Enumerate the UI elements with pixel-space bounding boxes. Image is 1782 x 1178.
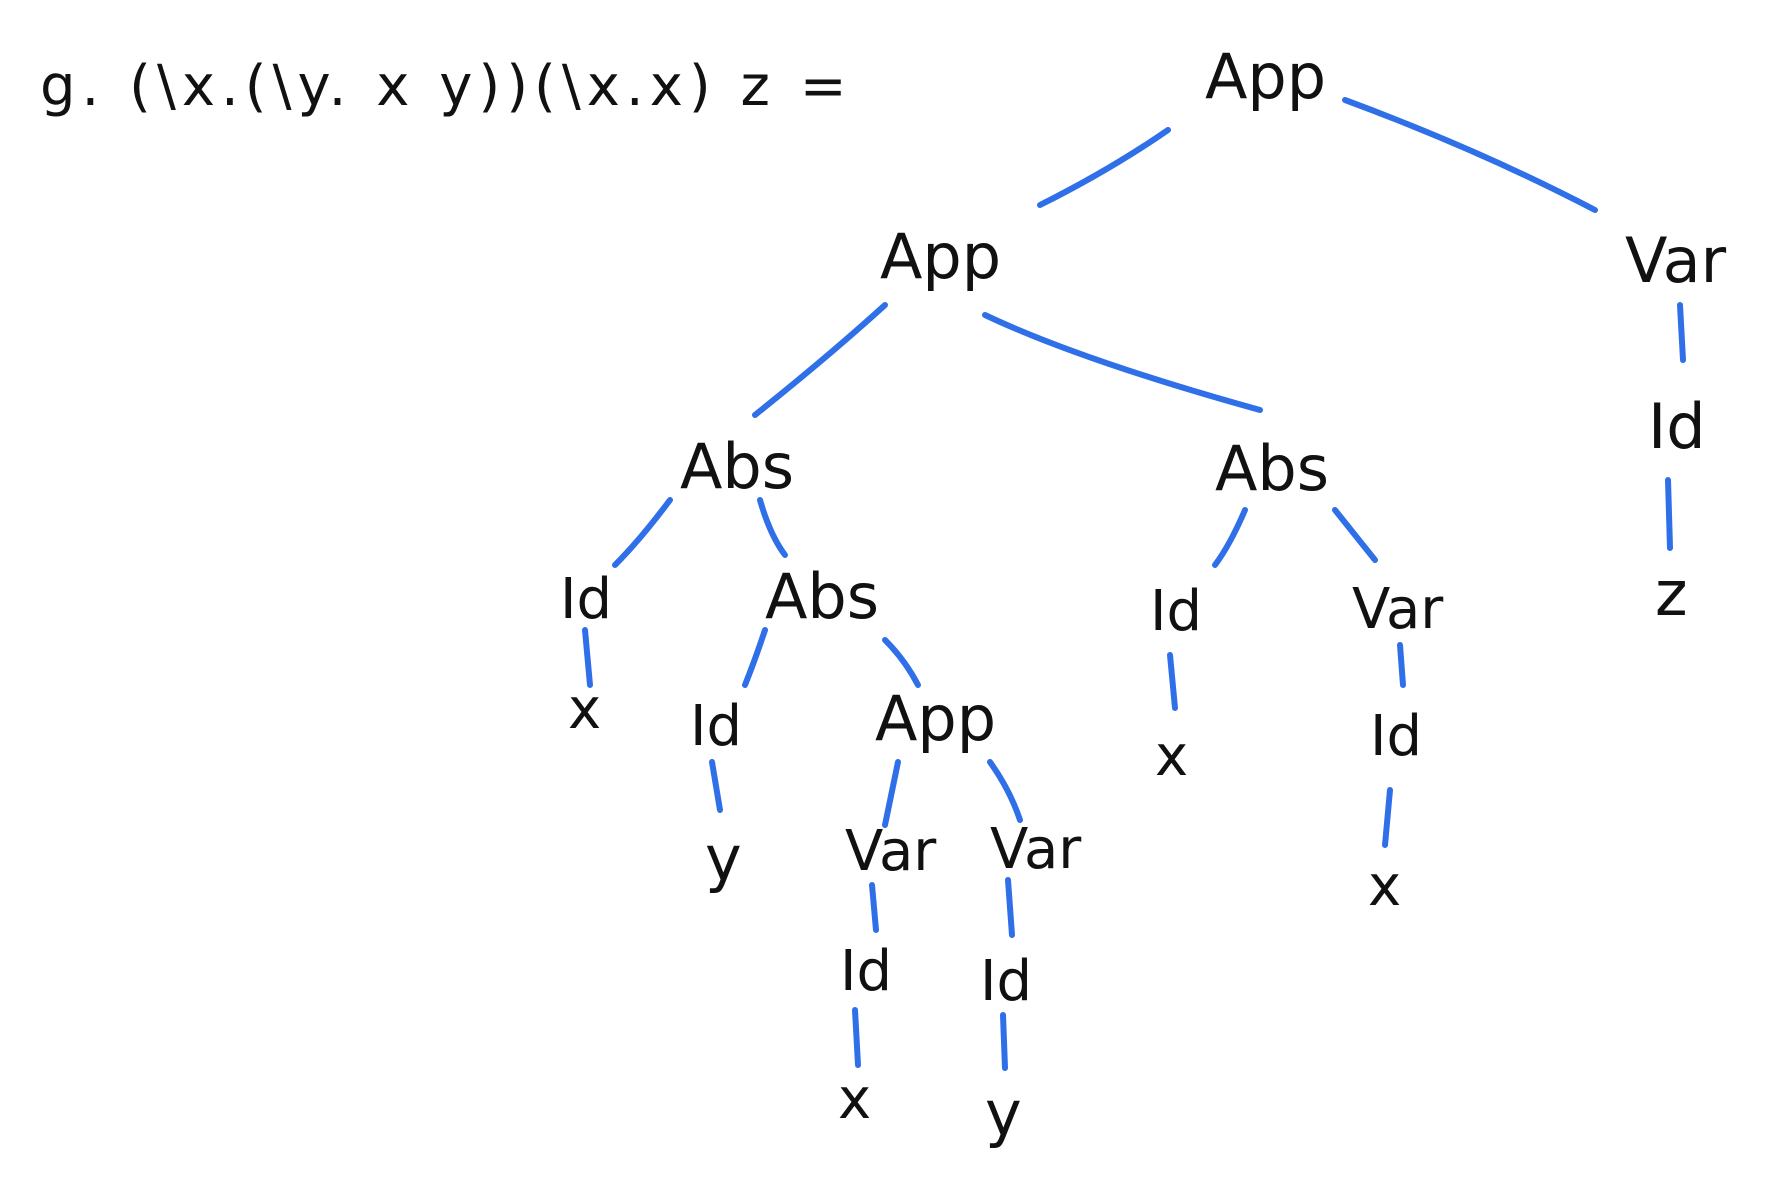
node-abs2-id: Id [690,694,742,759]
edge-abs3var-id [1397,642,1406,688]
edge-app-var2 [987,759,1023,823]
edge-id1-x [852,1007,861,1068]
node-right-var: Var [1625,224,1727,297]
node-abs3-var: Var [1352,577,1444,642]
tree-nodes: App App Var Id z Abs Id x Abs Id y App V… [560,40,1727,1150]
node-abs3-var-x: x [1368,854,1401,919]
node-inner-app: App [875,682,996,755]
node-abs1-x: x [568,677,601,742]
edge-var1-id [869,882,879,933]
node-inner-y: y [985,1077,1022,1150]
node-abs3-x: x [1155,724,1188,789]
edge-root-var [1342,97,1598,213]
edge-abs2-id [742,627,768,688]
node-abs3-id: Id [1150,579,1202,644]
node-right-id: Id [1648,390,1706,463]
edge-app-var1 [882,759,901,828]
node-right-z: z [1655,557,1688,630]
edge-root-leftapp [1037,127,1171,208]
lambda-expression: g. (\x.(\y. x y))(\x.x) z = [40,54,853,119]
node-inner-x: x [838,1067,871,1132]
edge-abs3varid-x [1382,787,1393,848]
edge-var-id [1677,302,1686,363]
node-inner-id2: Id [980,949,1032,1014]
node-left-app: App [880,220,1001,293]
node-abs3: Abs [1215,432,1329,505]
edge-abs2-app [882,637,921,688]
edge-abs3-id [1212,507,1248,568]
edge-abs1-id [612,497,673,568]
node-abs3-var-id: Id [1370,704,1422,769]
edge-var2-id [1005,877,1015,938]
node-inner-id1: Id [840,939,892,1004]
node-root-app: App [1205,40,1326,113]
edge-id2-y [1000,1012,1008,1071]
edge-id-z [1665,477,1673,551]
node-inner-var2: Var [990,817,1082,882]
edge-leftapp-abs1 [752,302,888,418]
edge-abs1-abs2 [757,497,788,558]
edge-abs3-var [1332,507,1378,563]
edge-abs3id-x [1167,652,1178,711]
tree-edges [582,97,1686,1071]
edge-leftapp-abs3 [982,312,1263,413]
node-abs1-id: Id [560,567,612,632]
node-inner-var1: Var [845,819,937,884]
node-abs2: Abs [765,560,879,633]
edge-abs1id-x [582,627,593,688]
edge-abs2id-y [709,759,723,813]
node-abs2-y: y [705,822,742,895]
node-abs1: Abs [680,430,794,503]
